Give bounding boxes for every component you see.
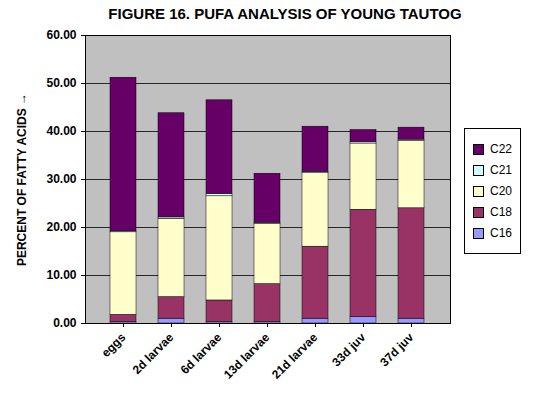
svg-text:30.00: 30.00 [46, 172, 76, 186]
svg-text:13d larvae: 13d larvae [221, 330, 273, 382]
svg-text:40.00: 40.00 [46, 124, 76, 138]
html-text:C16: C16 [490, 226, 512, 240]
svg-text:0.00: 0.00 [53, 316, 77, 330]
svg-text:PERCENT OF FATTY ACIDS →: PERCENT OF FATTY ACIDS → [15, 93, 29, 266]
svg-text:20.00: 20.00 [46, 220, 76, 234]
html-text:C22: C22 [490, 142, 512, 156]
svg-text:10.00: 10.00 [46, 268, 76, 282]
html-text:FIGURE 16. PUFA ANALYSIS OF YO: FIGURE 16. PUFA ANALYSIS OF YOUNG TAUTOG [108, 5, 462, 22]
html-text:C18: C18 [490, 205, 512, 219]
svg-text:60.00: 60.00 [46, 28, 76, 42]
svg-text:6d larvae: 6d larvae [178, 330, 225, 377]
svg-text:50.00: 50.00 [46, 76, 76, 90]
svg-text:21d larvae: 21d larvae [269, 330, 321, 382]
html-text:C21: C21 [490, 163, 512, 177]
svg-text:2d larvae: 2d larvae [130, 330, 177, 377]
html-text:C20: C20 [490, 184, 512, 198]
svg-text:33d juv: 33d juv [329, 330, 368, 369]
svg-text:eggs: eggs [99, 330, 129, 360]
svg-text:37d juv: 37d juv [377, 330, 416, 369]
